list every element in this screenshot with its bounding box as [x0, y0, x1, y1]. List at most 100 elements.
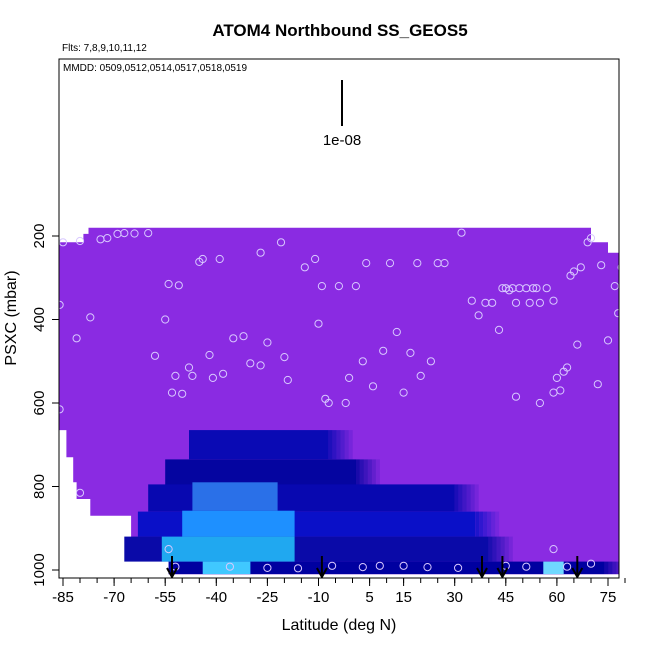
blue-band-edge — [487, 511, 492, 537]
y-tick-label: 800 — [31, 474, 48, 499]
blue-band-5 — [168, 561, 605, 575]
observation-point — [621, 564, 628, 571]
blue-band-edge — [371, 459, 376, 485]
observation-point — [375, 561, 384, 570]
x-tick-label: -55 — [154, 589, 176, 606]
blue-band-edge — [375, 459, 380, 485]
observation-point — [188, 371, 197, 380]
plot-frame — [58, 58, 620, 579]
observation-point — [392, 327, 401, 337]
blue-band-edge — [475, 511, 480, 537]
observation-point — [161, 315, 170, 324]
blue-band-edge — [454, 484, 459, 512]
observation-point — [324, 398, 333, 408]
observation-point — [416, 371, 425, 380]
flights-note: Flts: 7,8,9,10,11,12 — [62, 43, 147, 54]
x-tick-label: -40 — [205, 589, 227, 606]
observation-point — [625, 266, 632, 273]
observation-point — [351, 282, 360, 291]
y-tick-label: 400 — [31, 307, 48, 332]
observation-point — [621, 381, 628, 388]
blue-band-edge — [363, 459, 368, 485]
blue-band-edge — [348, 430, 353, 460]
observation-point — [345, 373, 354, 382]
observation-point — [86, 313, 95, 322]
blue-band-edge — [612, 561, 617, 575]
observation-point — [440, 259, 449, 268]
plot-area — [59, 227, 632, 578]
x-axis: -85 -70 -55 -40 -25 -10 5 15 30 45 60 75 — [52, 578, 626, 606]
observation-point — [246, 359, 255, 368]
observation-point — [542, 284, 551, 293]
x-tick-label: 45 — [497, 589, 514, 606]
observation-point — [563, 562, 572, 571]
observation-point — [314, 319, 323, 328]
observation-point — [144, 229, 153, 238]
observation-point — [529, 284, 538, 293]
observation-point — [229, 334, 238, 343]
observation-point — [72, 334, 81, 343]
observation-point — [586, 234, 596, 243]
observation-point — [535, 298, 545, 307]
dates-note: MMDD: 0509,0512,0514,0517,0518,0519 — [63, 63, 247, 74]
x-tick-label: 5 — [365, 589, 373, 606]
observation-point — [256, 361, 265, 370]
light-band-1 — [182, 510, 295, 537]
observation-point — [311, 254, 320, 264]
blue-band-edge — [625, 562, 629, 575]
observation-point — [532, 284, 541, 293]
observation-point — [59, 405, 64, 414]
observation-point — [178, 389, 187, 398]
observation-point — [150, 351, 160, 360]
observation-point — [488, 298, 497, 307]
observation-point — [511, 298, 521, 307]
observation-point — [174, 281, 183, 290]
y-tick-label: 600 — [31, 390, 48, 415]
y-axis: 200 400 600 800 1000 — [31, 223, 59, 587]
observation-point — [341, 398, 350, 408]
blue-band-edge — [491, 511, 496, 537]
observation-point — [569, 267, 579, 276]
observation-point — [617, 264, 619, 271]
observation-point — [263, 338, 272, 347]
blue-band-edge — [344, 430, 349, 460]
observation-point — [563, 363, 572, 372]
flight-arrow-head — [476, 567, 488, 578]
observation-point — [293, 564, 303, 573]
observation-point — [59, 300, 64, 309]
blue-band-edge — [500, 536, 505, 562]
y-tick-label: 200 — [31, 223, 48, 248]
blue-band-edge — [621, 562, 625, 575]
blue-band-edge — [496, 536, 501, 562]
observation-point — [205, 350, 214, 360]
observation-point — [167, 388, 177, 397]
scale-label: 1e-08 — [323, 132, 361, 149]
blue-band-edge — [504, 536, 509, 562]
observation-point — [399, 388, 408, 397]
observation-point — [474, 311, 483, 320]
observation-point — [586, 559, 596, 568]
observation-point — [399, 561, 408, 570]
x-tick-label: -25 — [257, 589, 279, 606]
observation-point — [130, 229, 139, 238]
observation-point — [454, 563, 463, 573]
observation-point — [573, 340, 582, 349]
observation-point — [219, 369, 228, 378]
blue-band-edge — [462, 484, 467, 512]
observation-point — [120, 229, 129, 238]
flight-arrow-head — [316, 567, 328, 578]
x-tick-label: -85 — [52, 589, 74, 606]
x-tick-label: 60 — [549, 589, 566, 606]
y-axis-label: PSXC (mbar) — [3, 270, 20, 365]
x-tick-label: -10 — [308, 589, 330, 606]
observation-point — [198, 254, 207, 264]
blue-band-edge — [340, 430, 345, 460]
observation-point — [368, 382, 378, 391]
observation-point — [549, 296, 558, 305]
observation-point — [457, 228, 466, 237]
observation-point — [358, 357, 367, 366]
observation-point — [300, 263, 309, 272]
observation-point — [75, 236, 85, 246]
observation-point — [362, 259, 371, 268]
